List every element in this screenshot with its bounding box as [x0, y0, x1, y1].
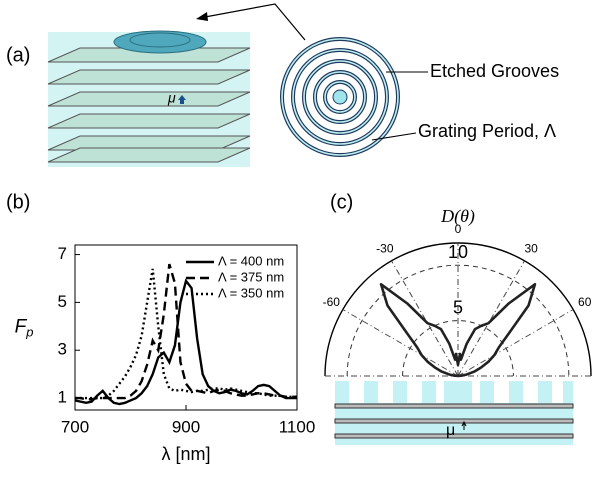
center [332, 89, 348, 105]
leader [371, 132, 417, 141]
x-tick-label: 900 [172, 417, 200, 436]
theta-grid [457, 309, 574, 377]
grating-art: μ [334, 381, 574, 445]
theta-grid [457, 260, 525, 377]
panel-a-art: μ Etched Grooves Grating Period, Λ [47, 3, 559, 167]
plate [47, 69, 251, 85]
dipole-label: μ [167, 90, 176, 106]
theta-grid [342, 309, 459, 377]
theta-tick-label: 0 [455, 222, 462, 236]
plate [47, 113, 251, 129]
theta-tick-label: 30 [524, 241, 538, 255]
legend-label: Λ = 350 nm [218, 285, 284, 300]
plate [47, 47, 251, 63]
y-tick-label: 7 [58, 244, 67, 263]
panel-label: (a) [6, 44, 30, 66]
r-grid [346, 264, 570, 377]
x-tick-label: 1100 [279, 417, 316, 436]
legend-label: Λ = 375 nm [218, 269, 284, 284]
layer [334, 433, 574, 439]
r-grid [402, 320, 514, 377]
y-tick-label: 1 [58, 388, 67, 407]
layer [334, 403, 574, 409]
dipole-arrow [461, 420, 467, 430]
legend-label: Λ = 400 nm [218, 253, 284, 268]
label: Grating Period, Λ [418, 121, 556, 141]
series-line [74, 278, 297, 406]
x-axis-label: λ [nm] [161, 444, 210, 464]
pattern [379, 283, 537, 378]
x-tick-label: 700 [61, 417, 89, 436]
chart-title: D(θ) [440, 206, 475, 227]
theta-grid [391, 260, 459, 377]
plate [47, 91, 251, 107]
dipole-label: μ [446, 422, 455, 439]
label: Etched Grooves [430, 61, 559, 81]
y-tick-label: 5 [58, 292, 67, 311]
theta-tick-label: -60 [323, 295, 341, 309]
layer [334, 418, 574, 424]
pointer [204, 3, 306, 41]
dipole-arrow [178, 95, 186, 104]
groove [129, 32, 191, 48]
grating-disc [113, 30, 207, 54]
y-axis-label: Fp [15, 317, 34, 340]
y-tick-label: 3 [58, 340, 67, 359]
y-axis-label-main: F [15, 317, 28, 338]
theta-tick-label: -30 [376, 241, 394, 255]
panel-label: (b) [6, 191, 30, 213]
arrowhead [196, 12, 208, 21]
plate [47, 147, 251, 163]
y-axis-label-sub: p [25, 325, 33, 340]
r-tick-label: 10 [448, 242, 468, 262]
theta-tick-label: 60 [578, 295, 592, 309]
panel-label: (c) [330, 191, 353, 213]
series-line [75, 268, 297, 400]
